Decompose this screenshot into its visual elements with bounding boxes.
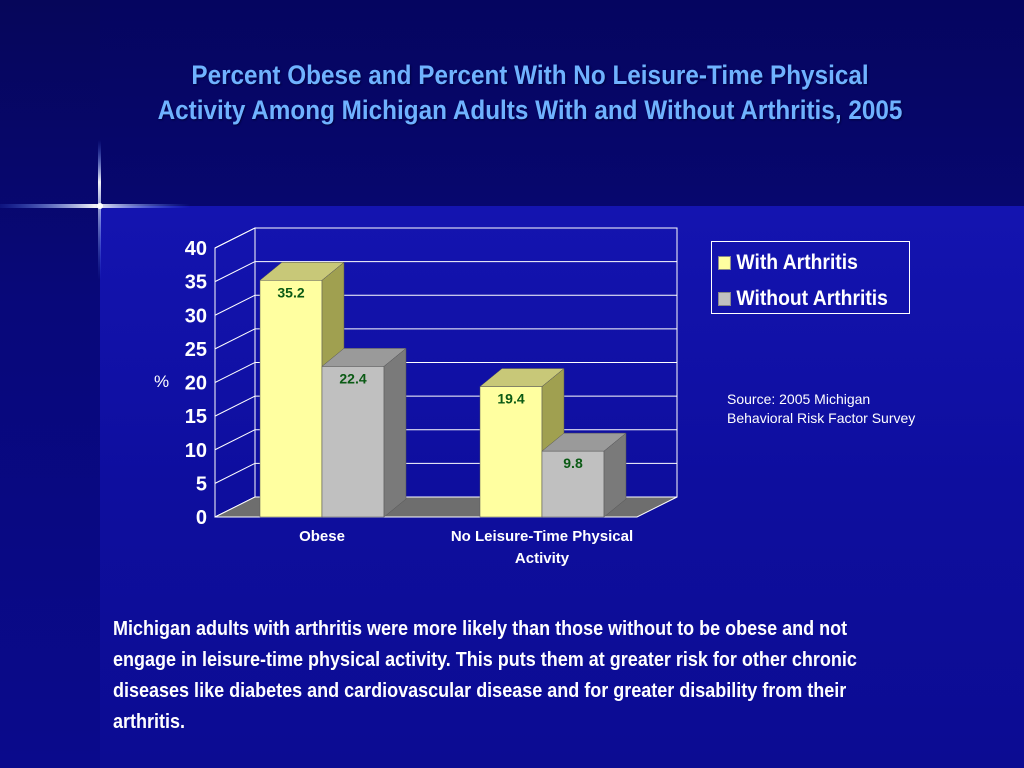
gridline-side [214,294,256,316]
x-category-label: Activity [515,550,570,567]
slide-title: Percent Obese and Percent With No Leisur… [107,58,953,128]
legend-swatch-without-arthritis [718,292,731,306]
bar-front [541,450,605,518]
legend-item-with-arthritis: With Arthritis [718,251,858,275]
bar-front [479,386,543,518]
y-tick-label: 15 [185,406,207,428]
legend-item-without-arthritis: Without Arthritis [718,287,888,311]
bar-top [541,432,627,452]
gridline-side [214,395,256,417]
title-band [0,0,1024,206]
gridline-side [214,362,256,383]
y-tick-label: 20 [185,373,207,395]
gridline-side [214,227,256,249]
y-tick-label: 0 [196,507,207,529]
bar-top [479,368,565,387]
y-tick-label: 30 [185,305,207,327]
data-label: 22.4 [339,370,366,386]
data-label: 9.8 [563,455,583,471]
left-band [0,0,100,768]
source-note: Source: 2005 Michigan Behavioral Risk Fa… [727,391,916,426]
legend-label-without-arthritis: Without Arthritis [736,287,888,310]
bar-front [259,280,323,518]
gridline-side [214,429,256,451]
x-category-label: Obese [299,528,345,545]
gridline-side [214,328,256,350]
y-tick-label: 25 [185,339,207,361]
data-label: 35.2 [277,284,304,300]
y-tick-label: 35 [185,272,207,294]
bar-front [321,366,385,518]
y-tick-label: 10 [185,440,207,462]
y-tick-label: 40 [185,238,207,260]
y-axis-label: % [154,372,170,391]
chart-legend: With Arthritis Without Arthritis [711,241,910,314]
bar-top [259,262,345,281]
x-category-label: No Leisure-Time Physical [451,528,633,545]
legend-swatch-with-arthritis [718,256,731,270]
bar-top [321,348,407,367]
bar-side [383,347,407,518]
gridline-side [214,462,256,484]
title-line-2: Activity Among Michigan Adults With and … [157,95,903,125]
data-label: 19.4 [497,391,524,407]
gridline-side [214,261,256,283]
summary-text: Michigan adults with arthritis were more… [113,618,857,733]
y-tick-label: 5 [196,473,207,495]
legend-label-with-arthritis: With Arthritis [736,251,858,274]
title-line-1: Percent Obese and Percent With No Leisur… [191,60,869,90]
